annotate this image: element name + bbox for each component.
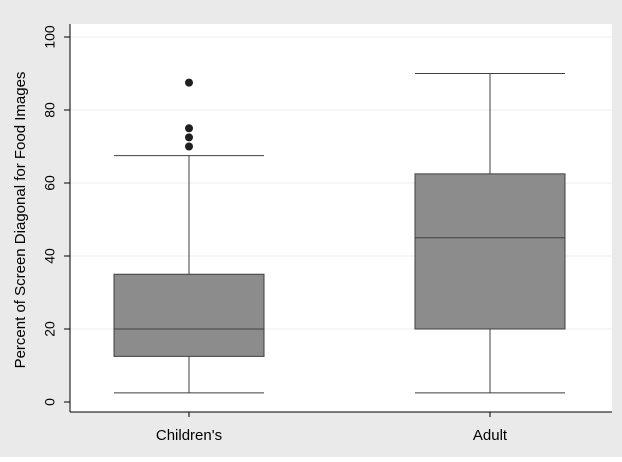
axes xyxy=(69,24,612,413)
interquartile-box xyxy=(113,273,265,357)
x-axis-categories: Children's Adult xyxy=(156,412,508,444)
y-tick-label: 0 xyxy=(42,398,58,406)
outlier-point xyxy=(185,133,193,142)
y-tick-label: 80 xyxy=(42,102,58,118)
outlier-point xyxy=(185,78,193,87)
boxes xyxy=(113,73,566,394)
outlier-point xyxy=(185,124,193,133)
y-axis-ticks: 0 20 40 60 80 100 xyxy=(42,25,70,406)
y-tick-label: 20 xyxy=(42,321,58,337)
y-tick-label: 40 xyxy=(42,248,58,264)
box-adult xyxy=(414,73,566,394)
outlier-point xyxy=(185,142,193,151)
x-tick-label: Adult xyxy=(473,427,508,444)
box-childrens xyxy=(113,78,265,394)
y-tick-label: 100 xyxy=(42,25,58,49)
interquartile-box xyxy=(414,173,566,330)
x-tick-label: Children's xyxy=(156,427,222,444)
y-axis-label: Percent of Screen Diagonal for Food Imag… xyxy=(12,72,29,369)
y-tick-label: 60 xyxy=(42,175,58,191)
